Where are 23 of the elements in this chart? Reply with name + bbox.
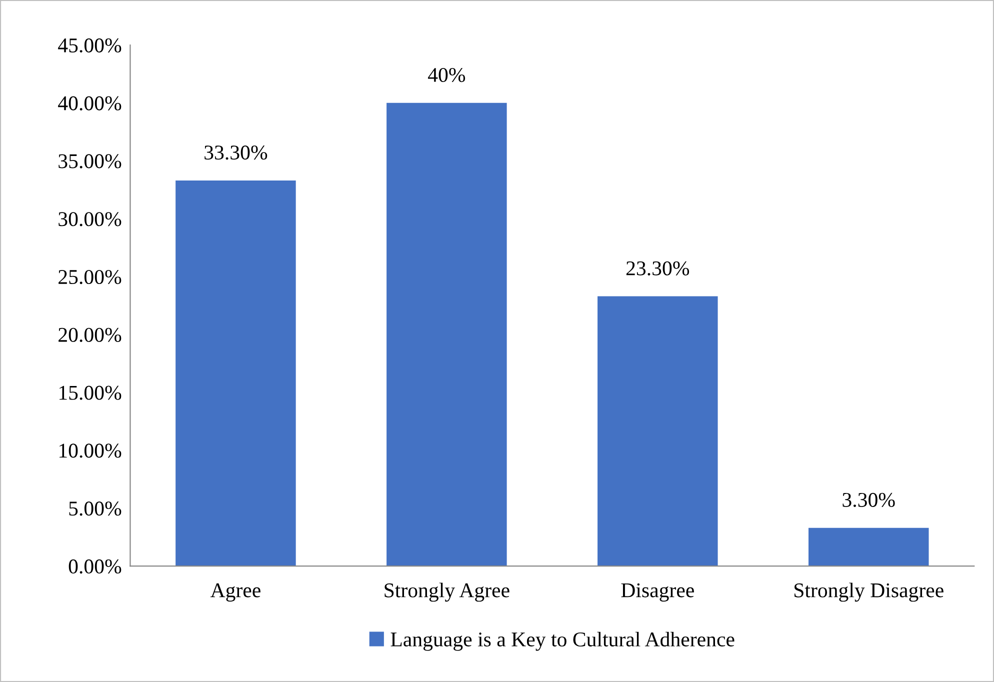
bar <box>176 180 296 566</box>
y-tick-label: 0.00% <box>68 559 122 574</box>
y-tick-label: 20.00% <box>58 328 122 342</box>
y-tick-label: 35.00% <box>58 154 122 168</box>
data-label: 23.30% <box>626 261 690 276</box>
x-tick-label: Strongly Agree <box>384 582 510 602</box>
x-tick-label: Disagree <box>621 583 694 602</box>
x-tick-label: Agree <box>210 583 260 602</box>
data-label: 40% <box>428 68 466 82</box>
y-tick-label: 10.00% <box>59 444 122 458</box>
y-tick-label: 5.00% <box>69 502 122 516</box>
data-label: 3.30% <box>842 492 895 508</box>
bar <box>386 102 507 566</box>
bar <box>808 528 929 566</box>
y-tick-label: 45.00% <box>58 38 122 53</box>
data-label: 33.30% <box>204 146 268 160</box>
y-tick-label: 25.00% <box>58 270 122 284</box>
bar <box>598 296 718 566</box>
x-tick-label: Strongly Disagree <box>794 582 944 602</box>
y-tick-label: 30.00% <box>58 212 122 226</box>
y-tick-label: 15.00% <box>59 386 122 400</box>
y-tick-label: 40.00% <box>58 96 122 110</box>
legend-label: Language is a Key to Cultural Adherence <box>390 632 734 651</box>
